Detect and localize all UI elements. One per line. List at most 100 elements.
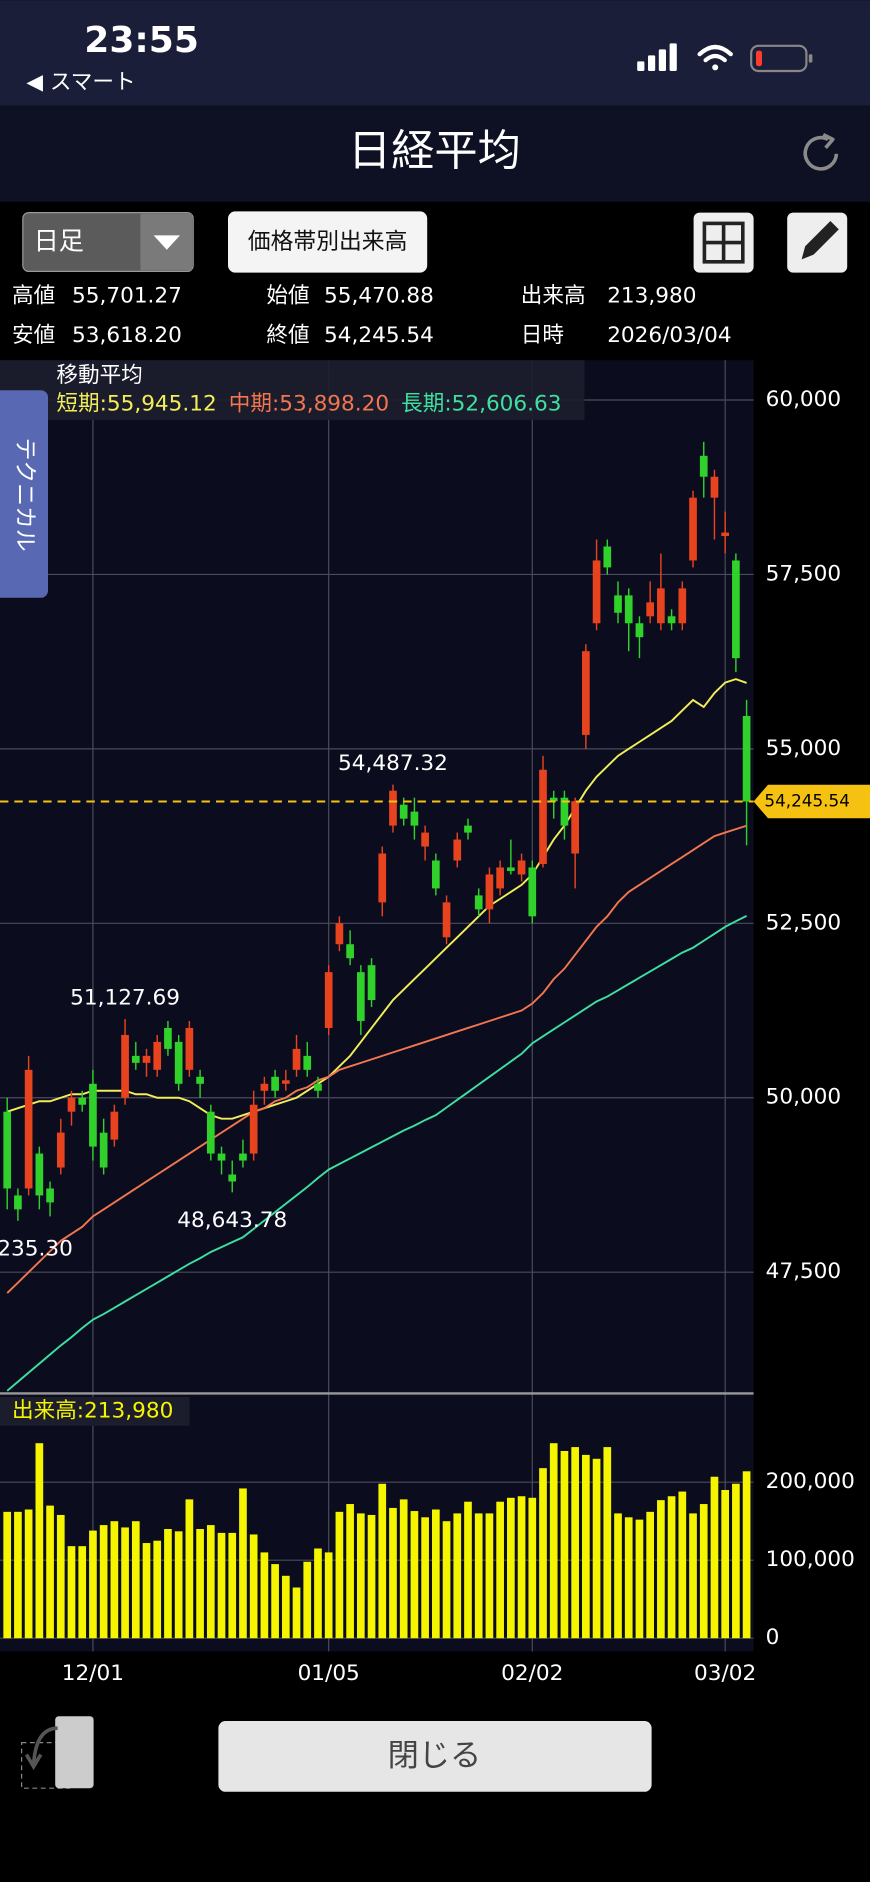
candle-body — [314, 1083, 322, 1091]
volume-bar — [635, 1519, 644, 1639]
share-button[interactable] — [21, 1716, 94, 1789]
last-price-label: 54,245.54 — [764, 791, 850, 811]
candle-body — [46, 1188, 54, 1203]
volume-bar — [99, 1525, 108, 1639]
volume-profile-button[interactable]: 価格帯別出来高 — [228, 211, 428, 273]
volume-bar — [549, 1443, 558, 1639]
y-tick-label: 50,000 — [766, 1085, 842, 1110]
volume-bar — [646, 1511, 654, 1639]
volume-bar — [67, 1546, 76, 1639]
back-link[interactable]: ◀ スマート — [26, 70, 135, 95]
volume-bar — [164, 1529, 172, 1639]
candle-body — [614, 595, 622, 613]
candle-body — [249, 1104, 258, 1154]
candle-body — [346, 944, 354, 959]
x-tick-label: 03/02 — [694, 1661, 756, 1686]
x-tick-label: 01/05 — [298, 1661, 360, 1686]
price-annotation: 54,487.32 — [338, 751, 448, 776]
volume-legend-box — [0, 1397, 190, 1426]
volume-profile-label: 価格帯別出来高 — [248, 229, 408, 255]
y-tick-label: 55,000 — [766, 736, 842, 761]
moving-average-line — [6, 914, 748, 1392]
volume-bar — [732, 1483, 740, 1639]
volume-bar — [346, 1504, 354, 1639]
candle-body — [67, 1097, 76, 1112]
volume-bar — [303, 1561, 312, 1639]
volume-legend: 出来高:213,980 — [12, 1398, 173, 1423]
candle-body — [742, 716, 751, 802]
ma-legend-title: 移動平均 — [56, 363, 142, 388]
candle-body — [560, 797, 569, 826]
candle-body — [699, 455, 708, 477]
close-button[interactable]: 閉じる — [218, 1721, 652, 1792]
volume-bar — [517, 1496, 526, 1639]
candle-body — [367, 965, 376, 1001]
info-label: 終値 — [266, 323, 309, 348]
volume-bar — [399, 1499, 408, 1639]
volume-bar — [699, 1504, 708, 1639]
volume-bar — [24, 1509, 33, 1639]
volume-bar — [217, 1532, 226, 1639]
layout-button[interactable] — [693, 212, 754, 273]
period-label: 日足 — [34, 227, 84, 256]
volume-bar — [281, 1575, 290, 1639]
volume-bar — [46, 1505, 54, 1639]
candle-body — [603, 546, 612, 568]
volume-bar — [35, 1443, 44, 1639]
candle-body — [110, 1111, 119, 1140]
candle-body — [635, 623, 644, 638]
candle-body — [24, 1069, 33, 1189]
volume-bar — [592, 1458, 601, 1639]
info-value: 55,701.27 — [72, 284, 182, 309]
candle-body — [549, 797, 558, 802]
period-dropdown[interactable]: 日足 — [22, 211, 194, 272]
candle-body — [217, 1153, 226, 1161]
technical-tab[interactable]: テクニカル — [0, 390, 48, 598]
candle-body — [689, 497, 697, 561]
volume-bar — [153, 1540, 162, 1639]
volume-bar — [14, 1511, 22, 1639]
volume-bar — [228, 1532, 237, 1639]
candle-body — [667, 616, 676, 624]
volume-bar — [560, 1451, 569, 1639]
volume-bar — [464, 1501, 472, 1639]
candle-body — [399, 804, 408, 819]
volume-bar — [453, 1513, 462, 1639]
volume-bar — [485, 1513, 494, 1639]
candle-body — [496, 867, 504, 889]
candle-body — [271, 1076, 279, 1091]
refresh-button[interactable] — [803, 132, 839, 171]
candle-body — [292, 1048, 301, 1070]
volume-bar — [689, 1513, 697, 1639]
candle-body — [228, 1174, 237, 1182]
y-tick-label: 100,000 — [766, 1547, 855, 1572]
candle-body — [378, 853, 387, 903]
candle-body — [356, 972, 365, 1021]
x-tick-label: 02/02 — [501, 1661, 563, 1686]
volume-bar — [89, 1530, 97, 1639]
volume-bar — [614, 1513, 622, 1639]
volume-bar — [410, 1511, 419, 1639]
candle-body — [517, 860, 526, 875]
y-tick-label: 57,500 — [766, 561, 842, 586]
candle-body — [281, 1080, 290, 1084]
candle-body — [164, 1027, 172, 1049]
volume-bar — [742, 1471, 751, 1639]
volume-bar — [603, 1447, 612, 1639]
ma-legend-entry: 中期:53,898.20 — [229, 392, 389, 417]
volume-bar — [324, 1552, 333, 1639]
candle-body — [571, 801, 579, 854]
candle-body — [432, 860, 440, 889]
volume-bar — [185, 1499, 194, 1639]
candle-body — [410, 811, 419, 826]
candle-body — [474, 895, 483, 910]
candle-body — [131, 1055, 140, 1063]
candle-body — [78, 1097, 87, 1105]
last-price-tag — [753, 784, 870, 819]
volume-bar — [56, 1514, 65, 1639]
candle-body — [35, 1153, 44, 1196]
draw-button[interactable] — [787, 212, 848, 273]
candle-body — [624, 595, 633, 624]
moving-average-line — [6, 824, 747, 1294]
